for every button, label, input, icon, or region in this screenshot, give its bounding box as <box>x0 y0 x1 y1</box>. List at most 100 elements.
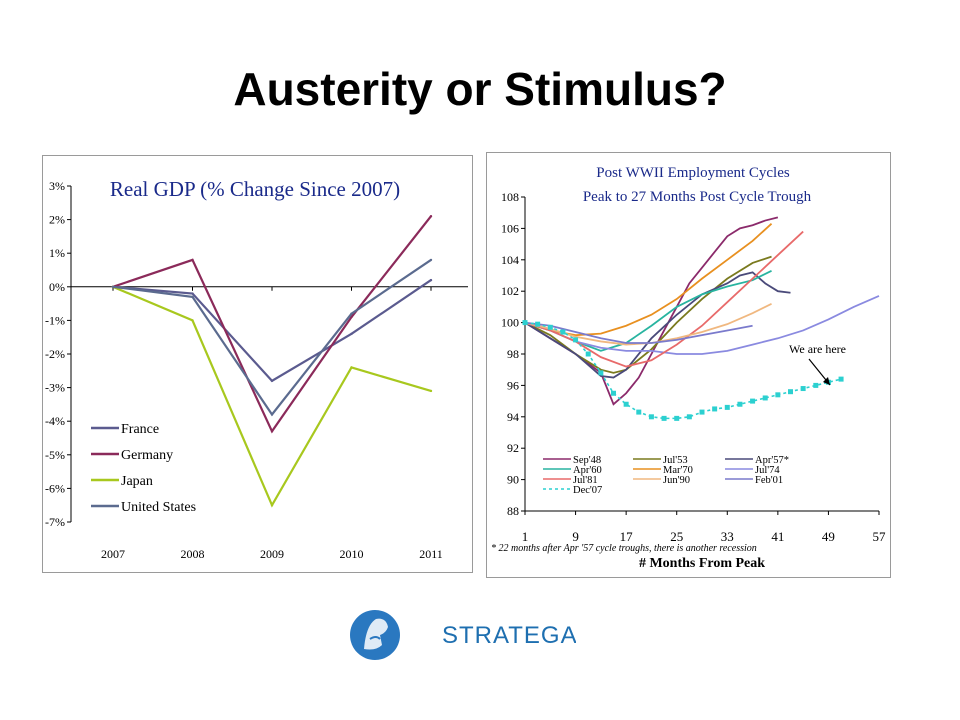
employment-legend-label: Dec'07 <box>573 485 602 496</box>
gdp-y-tick-label: 3% <box>49 179 65 193</box>
employment-y-tick-label: 100 <box>501 316 519 330</box>
gdp-y-tick-label: 0% <box>49 280 65 294</box>
employment-marker <box>535 321 541 327</box>
gdp-y-tick-label: -6% <box>45 481 65 495</box>
employment-y-tick-label: 108 <box>501 190 519 204</box>
employment-marker <box>547 324 553 330</box>
employment-marker <box>560 329 566 335</box>
gdp-legend-label: United States <box>121 500 196 515</box>
employment-legend-label: Jul'53 <box>663 455 688 466</box>
employment-marker <box>573 337 579 343</box>
gdp-y-tick-label: -4% <box>45 414 65 428</box>
gdp-series-line-united-states <box>112 259 432 417</box>
employment-marker <box>788 389 793 395</box>
employment-marker <box>762 395 768 401</box>
employment-marker <box>800 386 806 392</box>
employment-legend-label: Jul'74 <box>755 465 780 476</box>
employment-series-line-jun-90 <box>524 302 772 346</box>
employment-legend-label: Jun'90 <box>663 475 690 486</box>
employment-x-tick-label: 41 <box>771 529 784 544</box>
gdp-data-point <box>429 258 433 262</box>
gdp-data-point <box>270 379 274 383</box>
employment-y-tick-label: 98 <box>507 347 519 361</box>
gdp-chart-panel: Real GDP (% Change Since 2007) 3% 2% 1% 0% -1… <box>42 155 473 573</box>
gdp-x-tick-label: 2011 <box>419 547 443 561</box>
employment-marker <box>813 382 819 388</box>
gdp-data-point <box>270 413 274 416</box>
gdp-data-point <box>350 315 353 319</box>
employment-legend-label: Mar'70 <box>663 465 693 476</box>
employment-chart-subtitle: Peak to 27 Months Post Cycle Trough <box>583 189 812 205</box>
gdp-data-point <box>191 319 194 322</box>
employment-series-line-apr-60 <box>524 269 772 352</box>
gdp-chart: Real GDP (% Change Since 2007) 3% 2% 1% 0% -1… <box>45 177 468 561</box>
employment-x-tick-label: 49 <box>822 529 835 544</box>
slide-title: Austerity or Stimulus? <box>233 63 727 115</box>
employment-x-tick-label: 57 <box>873 529 887 544</box>
employment-marker <box>598 370 604 376</box>
employment-y-tick-label: 88 <box>507 504 519 518</box>
gdp-data-point <box>191 295 194 299</box>
gdp-series-line-germany <box>112 215 432 434</box>
gdp-legend-label: Japan <box>121 474 153 489</box>
employment-y-tick-label: 92 <box>507 441 519 455</box>
employment-chart-panel: Post WWII Employment Cycles Peak to 27 Mo… <box>486 152 891 578</box>
gdp-data-point <box>350 366 353 369</box>
gdp-data-point <box>350 332 353 336</box>
employment-marker <box>838 376 844 382</box>
employment-x-tick-label: 25 <box>670 529 683 544</box>
employment-marker <box>750 398 756 404</box>
gdp-legend-label: Germany <box>121 448 173 463</box>
gdp-legend-label: France <box>121 422 159 437</box>
strategas-logo: STRATEGAS <box>346 605 594 665</box>
employment-series-line-jul-74 <box>524 295 880 355</box>
employment-x-tick-label: 33 <box>721 529 734 544</box>
employment-y-tick-label: 90 <box>507 473 519 487</box>
employment-x-axis-label: # Months From Peak <box>639 556 765 571</box>
employment-y-tick-label: 102 <box>501 284 519 298</box>
gdp-data-point <box>270 504 274 507</box>
employment-series-line-feb-01 <box>524 321 753 344</box>
employment-marker <box>775 392 781 398</box>
employment-chart: Post WWII Employment Cycles Peak to 27 Mo… <box>491 165 887 571</box>
employment-marker <box>623 401 629 407</box>
logo-wordmark: STRATEGAS <box>442 622 576 649</box>
employment-y-tick-label: 104 <box>501 253 519 267</box>
employment-legend-label: Sep'48 <box>573 455 601 466</box>
gdp-y-tick-label: -5% <box>45 448 65 462</box>
gdp-x-tick-label: 2009 <box>260 547 284 561</box>
employment-marker <box>648 414 654 420</box>
gdp-x-tick-label: 2007 <box>101 547 125 561</box>
employment-chart-title: Post WWII Employment Cycles <box>596 165 790 181</box>
employment-series-line-apr-57- <box>524 271 791 379</box>
we-are-here-annotation: We are here <box>789 342 846 356</box>
gdp-x-tick-label: 2008 <box>181 547 205 561</box>
employment-x-tick-label: 1 <box>522 529 529 544</box>
gdp-series-line-japan <box>112 285 432 508</box>
employment-series-line-sep-48 <box>524 216 779 406</box>
gdp-chart-title: Real GDP (% Change Since 2007) <box>110 177 400 201</box>
employment-marker <box>585 351 591 357</box>
employment-footnote: * 22 months after Apr '57 cycle troughs,… <box>491 543 757 554</box>
employment-x-tick-label: 17 <box>620 529 634 544</box>
employment-marker <box>522 320 528 326</box>
gdp-series-line-france <box>112 279 432 383</box>
employment-marker <box>674 415 680 421</box>
gdp-data-point <box>111 285 115 288</box>
gdp-data-point <box>350 312 353 315</box>
annotation-arrowhead <box>823 377 830 385</box>
employment-marker <box>712 406 718 412</box>
gdp-data-point <box>429 389 433 393</box>
employment-marker <box>699 409 705 415</box>
employment-marker <box>636 409 642 415</box>
employment-marker <box>611 390 616 396</box>
gdp-data-point <box>191 258 194 262</box>
employment-marker <box>737 401 743 407</box>
employment-y-tick-label: 106 <box>501 221 519 235</box>
gdp-y-tick-label: -7% <box>45 515 65 529</box>
employment-marker <box>724 404 730 410</box>
gdp-y-tick-label: 2% <box>49 213 65 227</box>
employment-y-tick-label: 94 <box>507 410 519 424</box>
gdp-y-tick-label: -3% <box>45 381 65 395</box>
employment-x-tick-label: 9 <box>572 529 579 544</box>
